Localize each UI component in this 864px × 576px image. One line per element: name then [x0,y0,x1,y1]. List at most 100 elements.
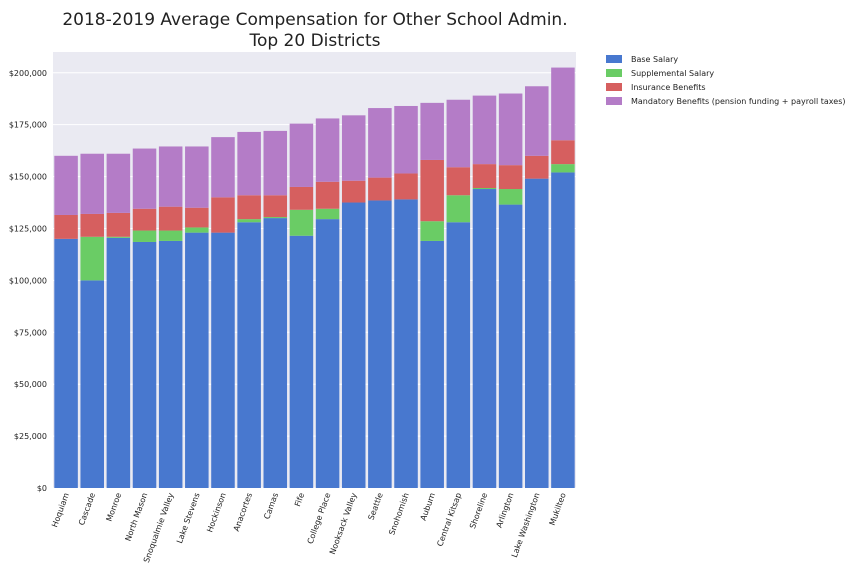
legend-label: Insurance Benefits [631,83,706,92]
bar-segment [420,159,444,222]
bar-segment [289,186,314,210]
bar-segment [498,189,523,205]
bar-segment [289,123,314,187]
bars [54,67,575,488]
y-tick-label: $125,000 [9,224,47,233]
bar-segment [80,213,104,237]
bar-segment [446,99,471,168]
bar-segment [315,181,340,209]
bar-segment [446,167,471,196]
bar-segment [185,146,209,208]
bar-segment [132,148,157,209]
bar-segment [498,165,523,190]
x-tick-label: Fife [293,492,306,508]
y-tick-label: $25,000 [14,432,47,441]
bar-segment [132,241,157,488]
bar-segment [315,219,340,488]
legend-label: Supplemental Salary [631,69,714,78]
bar-segment [132,208,157,231]
y-tick-label: $75,000 [14,328,47,337]
bar-segment [158,146,183,207]
y-tick-label: $175,000 [9,121,47,130]
bar-segment [211,137,235,198]
bar-segment [525,86,549,156]
bar-segment [54,214,78,239]
bar-segment [472,189,497,488]
bar-segment [263,218,288,488]
y-tick-label: $100,000 [9,276,47,285]
x-tick-label: Monroe [105,492,124,523]
bar-segment [158,206,183,231]
bar-segment [263,195,288,218]
x-tick-label: Arlington [495,492,516,529]
bar-segment [237,219,261,223]
bar-segment [106,237,131,488]
bar-segment [315,208,340,220]
bar-segment [289,209,314,236]
bar-segment [394,105,418,174]
bar-segment [394,199,418,488]
legend-swatch [606,83,622,91]
bar-segment [263,217,288,219]
x-tick-label: Auburn [419,492,437,522]
bar-segment [289,235,314,488]
x-tick-label: Central Kitsap [435,492,463,548]
bar-segment [158,230,183,241]
bar-segment [80,153,104,214]
bar-segment [341,180,366,203]
bar-segment [498,93,523,166]
bar-segment [420,102,444,160]
bar-segment [420,240,444,488]
bar-segment [132,230,157,242]
x-tick-label: Hockinson [205,492,228,534]
chart-title-line-1: 2018-2019 Average Compensation for Other… [62,10,567,30]
y-tick-label: $150,000 [9,173,47,182]
bar-segment [80,236,104,281]
bar-segment [368,200,392,488]
bar-segment [315,118,340,182]
x-tick-label: Mukilteo [548,492,568,527]
legend-label: Mandatory Benefits (pension funding + pa… [631,97,845,106]
bar-segment [368,177,392,201]
bar-segment [341,115,366,181]
bar-segment [394,173,418,200]
x-tick-label: Lake Stevens [175,492,202,545]
bar-segment [551,67,575,141]
x-tick-label: Snoqualmie Valley [142,491,176,564]
bar-segment [446,195,471,223]
bar-segment [263,130,288,196]
bar-segment [158,240,183,488]
bar-segment [498,204,523,488]
x-tick-label: North Mason [124,492,150,543]
legend-label: Base Salary [631,55,678,64]
bar-segment [185,232,209,488]
bar-segment [551,140,575,165]
y-axis: $0 $25,000 $50,000 $75,000 $100,000 $125,000 $… [9,69,47,493]
bar-segment [185,207,209,228]
legend: Base Salary Supplemental Salary Insurance … [606,55,845,106]
x-tick-label: Hoquiam [50,491,71,528]
bar-segment [551,172,575,488]
x-tick-label: Cascade [77,492,97,527]
legend-swatch [606,55,622,63]
bar-segment [472,95,497,165]
y-tick-label: $50,000 [14,380,47,389]
bar-segment [237,222,261,488]
bar-segment [54,155,78,215]
legend-swatch [606,97,622,105]
bar-segment [54,238,78,488]
bar-segment [211,232,235,488]
bar-segment [368,108,392,178]
x-tick-label: Snohomish [387,492,411,537]
x-tick-label: Anacortes [232,492,254,533]
bar-segment [446,222,471,488]
bar-segment [472,187,497,190]
bar-segment [420,221,444,241]
plot-area [53,52,576,488]
x-tick-label: College Place [306,492,333,546]
bar-segment [211,197,235,233]
x-tick-label: Lake Washington [510,492,542,559]
chart-title-line-2: Top 20 Districts [248,31,380,51]
y-tick-label: $200,000 [9,69,47,78]
